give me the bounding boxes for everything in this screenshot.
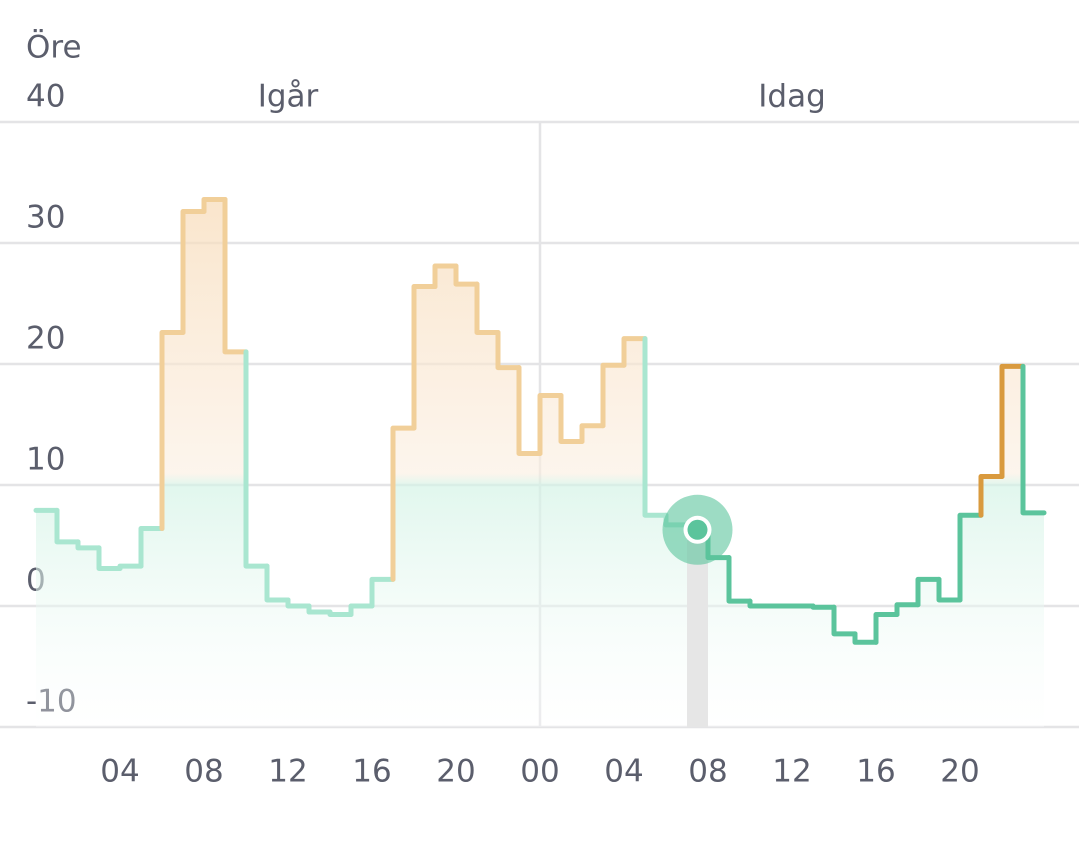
step-segment [537, 392, 564, 457]
step-segment [936, 576, 963, 603]
y-tick-label: 30 [26, 200, 65, 236]
step-segment [243, 349, 270, 569]
day-label: Idag [758, 79, 826, 115]
y-tick-label: 10 [26, 442, 65, 478]
step-segment [369, 576, 396, 609]
step-segment [306, 603, 333, 615]
y-axis-label: Öre [26, 29, 82, 66]
day-label: Igår [258, 79, 319, 115]
step-segment [726, 555, 753, 604]
step-segment [957, 512, 984, 603]
step-segment [1020, 363, 1047, 516]
step-segment [516, 365, 543, 457]
step-segment [999, 363, 1026, 480]
x-tick-label: 00 [520, 754, 559, 790]
step-segment [831, 604, 858, 637]
step-segment [180, 209, 207, 336]
x-tick-label: 12 [268, 754, 307, 790]
step-segment [327, 609, 354, 617]
x-tick-label: 04 [100, 754, 139, 790]
step-segment [873, 611, 900, 645]
step-segment [474, 281, 501, 336]
current-dot [687, 519, 708, 540]
x-tick-label: 20 [436, 754, 475, 790]
y-tick-label: 20 [26, 321, 65, 357]
step-segment [54, 507, 81, 545]
step-segment [600, 362, 627, 429]
x-tick-label: 16 [856, 754, 895, 790]
step-segment [894, 602, 921, 617]
x-tick-label: 08 [688, 754, 727, 790]
step-segment [621, 336, 648, 368]
step-segment [579, 423, 606, 444]
step-segment [411, 284, 438, 431]
step-segment [915, 576, 942, 608]
area [36, 199, 1044, 727]
y-tick-label: 40 [26, 79, 65, 115]
step-segment [642, 336, 669, 518]
step-segment [852, 631, 879, 645]
step-segment [558, 392, 585, 444]
step-segment [96, 545, 123, 571]
x-tick-label: 04 [604, 754, 643, 790]
x-tick-label: 20 [940, 754, 979, 790]
step-segment [222, 196, 249, 355]
highlight-bar [687, 529, 708, 727]
step-segment [978, 474, 1005, 518]
step-segment [201, 196, 228, 215]
x-tick-label: 16 [352, 754, 391, 790]
step-segment [810, 603, 837, 610]
step-segment [390, 425, 417, 582]
step-segment [432, 263, 459, 290]
step-segment [285, 597, 312, 609]
x-tick-label: 08 [184, 754, 223, 790]
step-segment [495, 330, 522, 371]
x-tick-label: 12 [772, 754, 811, 790]
step-segment [747, 598, 774, 609]
step-segment [138, 526, 165, 569]
step-segment [264, 563, 291, 603]
step-segment [117, 563, 144, 571]
step-segment [75, 539, 102, 551]
step-segment [348, 603, 375, 617]
step-segment [159, 330, 186, 532]
step-segment [453, 263, 480, 287]
